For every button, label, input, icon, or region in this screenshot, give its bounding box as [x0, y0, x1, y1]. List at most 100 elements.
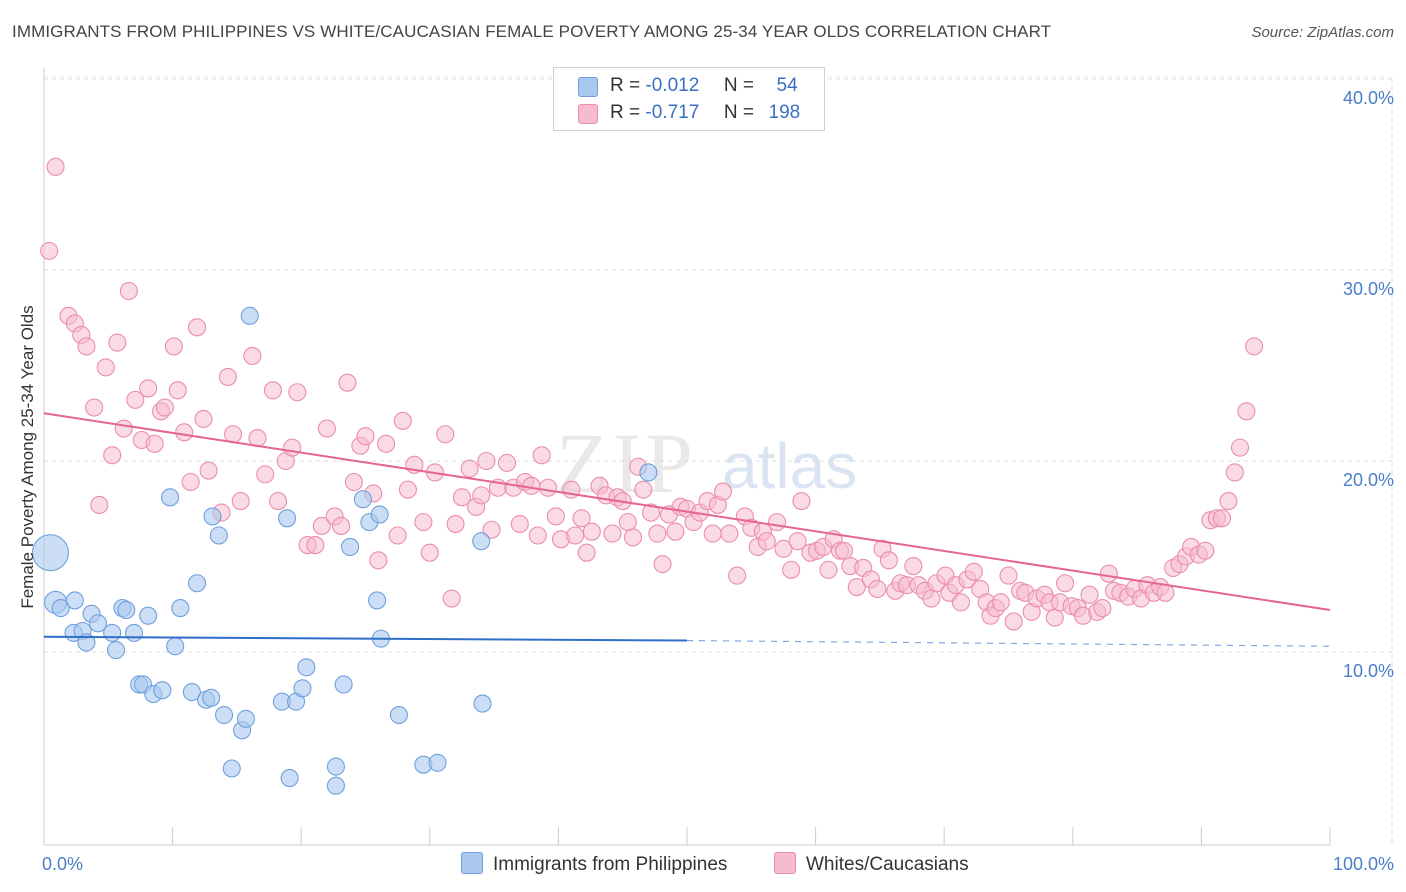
data-point-whites: [713, 482, 733, 501]
stats-legend: R = -0.012 N = 54 R = -0.717 N = 198: [553, 67, 825, 131]
y-tick-label: 20.0%: [1343, 470, 1394, 490]
data-point-whites: [145, 434, 164, 453]
data-point-philippines: [166, 637, 185, 656]
data-point-whites: [788, 532, 807, 551]
data-point-whites: [398, 480, 417, 499]
data-point-whites: [175, 423, 194, 442]
data-point-whites: [497, 453, 517, 472]
data-point-whites: [1080, 585, 1099, 604]
data-point-whites: [539, 478, 558, 497]
data-point-whites: [114, 419, 133, 438]
y-tick-label: 30.0%: [1343, 279, 1394, 299]
trend-line-whites: [43, 412, 1331, 611]
data-point-philippines: [153, 681, 172, 700]
tick-labels: 10.0% 20.0% 30.0% 40.0% 0.0% 100.0%: [42, 88, 1394, 874]
trend-lines: [43, 412, 1331, 647]
data-point-philippines: [182, 683, 201, 702]
data-point-philippines: [473, 694, 492, 713]
data-point-whites: [218, 367, 237, 387]
data-point-whites: [446, 514, 465, 534]
data-point-whites: [194, 409, 213, 429]
legend-n-label: N =: [723, 75, 754, 96]
data-point-philippines: [428, 753, 447, 772]
data-point-philippines: [240, 306, 259, 325]
data-point-whites: [46, 157, 65, 176]
data-point-whites: [774, 539, 793, 558]
data-point-whites: [528, 526, 547, 545]
data-point-whites: [1099, 564, 1118, 583]
data-point-philippines: [326, 757, 345, 776]
bottom-legend-swatch-whites: [774, 852, 796, 874]
data-point-whites: [96, 358, 115, 377]
data-point-whites: [263, 381, 282, 400]
data-point-whites: [460, 459, 479, 478]
data-point-whites: [1196, 541, 1215, 560]
data-point-whites: [577, 543, 596, 562]
data-point-whites: [782, 560, 801, 579]
data-point-philippines: [51, 599, 70, 618]
data-point-whites: [442, 589, 461, 608]
bottom-legend-label-philippines: Immigrants from Philippines: [493, 854, 728, 875]
data-point-whites: [1156, 583, 1175, 602]
x-tick-label: 0.0%: [42, 854, 83, 874]
data-point-whites: [1045, 608, 1064, 627]
data-point-whites: [223, 425, 243, 444]
data-point-whites: [666, 522, 685, 541]
data-point-whites: [648, 524, 667, 543]
data-point-whites: [420, 543, 439, 562]
data-point-whites: [306, 535, 325, 555]
data-point-whites: [126, 390, 145, 409]
data-point-whites: [344, 472, 363, 492]
legend-n-label: N =: [723, 102, 754, 123]
x-tick-label: 100.0%: [1333, 854, 1394, 874]
data-point-whites: [369, 551, 388, 570]
data-point-philippines: [334, 675, 353, 694]
data-point-philippines: [297, 658, 316, 677]
data-point-whites: [634, 480, 653, 499]
data-point-whites: [377, 434, 396, 453]
data-point-whites: [1219, 492, 1238, 511]
data-point-whites: [532, 446, 551, 465]
data-point-philippines: [214, 705, 234, 725]
data-point-whites: [472, 486, 491, 505]
data-point-philippines: [209, 526, 228, 545]
trend-line-philippines: [43, 635, 688, 642]
data-point-whites: [510, 514, 529, 534]
data-point-philippines: [202, 688, 221, 707]
data-point-whites: [834, 541, 853, 560]
data-point-philippines: [389, 705, 408, 725]
data-point-whites: [40, 241, 59, 260]
data-point-philippines: [187, 574, 207, 593]
data-point-whites: [792, 492, 811, 511]
data-point-whites: [991, 593, 1010, 612]
data-point-philippines: [77, 633, 96, 652]
legend-r-value: -0.717: [645, 102, 700, 123]
data-point-philippines: [31, 534, 69, 572]
data-point-whites: [572, 509, 591, 528]
data-point-whites: [566, 526, 585, 545]
data-point-whites: [338, 373, 357, 392]
data-point-philippines: [88, 614, 108, 633]
bottom-legend-swatch-philippines: [461, 852, 483, 874]
data-point-philippines: [278, 509, 297, 528]
data-point-whites: [181, 472, 200, 492]
data-point-whites: [1056, 574, 1075, 593]
data-point-whites: [187, 318, 207, 337]
data-point-whites: [256, 465, 275, 484]
data-point-whites: [269, 492, 288, 511]
y-axis-label: Female Poverty Among 25-34 Year Olds: [18, 305, 37, 608]
data-point-whites: [653, 555, 672, 574]
legend-swatch-philippines: [578, 77, 598, 97]
data-point-whites: [139, 379, 158, 398]
data-point-whites: [436, 425, 455, 444]
legend-n-value: 198: [768, 102, 801, 123]
data-point-whites: [819, 560, 838, 579]
data-point-whites: [603, 524, 622, 543]
data-point-philippines: [160, 488, 180, 507]
data-point-whites: [522, 476, 541, 495]
data-point-whites: [951, 593, 970, 612]
data-point-philippines: [103, 623, 122, 642]
data-point-philippines: [236, 709, 255, 728]
legend-r-label: R =: [610, 102, 641, 123]
